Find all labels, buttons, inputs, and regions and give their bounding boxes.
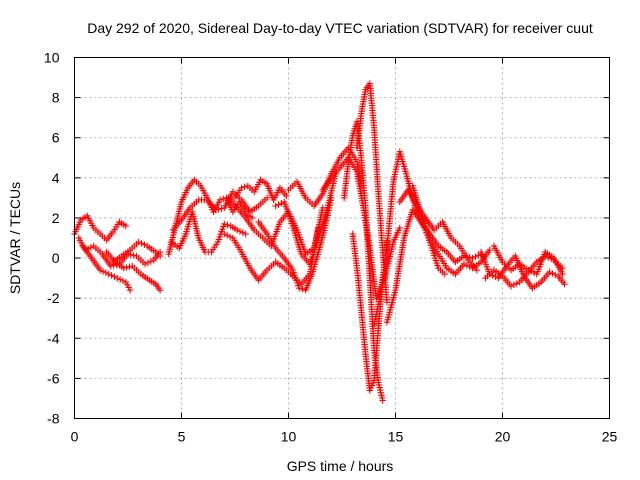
data-point xyxy=(396,224,403,232)
data-point xyxy=(561,280,568,288)
data-point-interp xyxy=(239,229,247,236)
x-tick-label: 10 xyxy=(281,429,297,445)
data-point-interp xyxy=(111,273,118,280)
data-point-interp xyxy=(472,253,479,260)
data-point xyxy=(233,226,241,234)
data-point-interp xyxy=(215,206,222,213)
axis-ticks: 0 5 10 15 20 25 -8 -6 -4 -2 0 2 4 6 8 10 xyxy=(44,50,618,445)
y-tick-label: 0 xyxy=(52,250,60,266)
data-point-interp xyxy=(527,268,535,275)
data-point-interp xyxy=(144,259,152,266)
y-tick-label: 6 xyxy=(52,130,60,146)
data-point-interp xyxy=(463,262,471,269)
grid xyxy=(74,57,610,419)
data-point-interp xyxy=(123,264,130,271)
y-tick-label: 8 xyxy=(52,90,60,106)
data-point-interp xyxy=(119,277,127,284)
data-point xyxy=(296,284,303,292)
data-point xyxy=(546,268,553,276)
data-point-interp xyxy=(549,270,556,277)
x-axis-label: GPS time / hours xyxy=(287,458,394,474)
data-point-interp xyxy=(492,273,499,280)
data-point xyxy=(221,220,228,228)
data-point xyxy=(156,252,164,260)
data-point xyxy=(507,282,515,290)
data-point-interp xyxy=(241,183,248,191)
data-point xyxy=(122,222,130,230)
data-point xyxy=(141,260,149,268)
data-point xyxy=(120,264,127,272)
data-point-interp xyxy=(552,271,559,278)
data-point xyxy=(96,266,104,274)
data-point-interp xyxy=(108,272,115,279)
y-tick-label: -8 xyxy=(47,411,60,427)
data-point xyxy=(114,274,121,282)
data-point xyxy=(216,196,224,204)
data-point xyxy=(283,192,290,200)
x-tick-label: 5 xyxy=(178,429,186,445)
data-point-interp xyxy=(513,280,520,287)
data-point-interp xyxy=(489,272,496,279)
data-point-interp xyxy=(126,263,133,270)
data-point-interp xyxy=(224,221,231,229)
data-point-interp xyxy=(218,205,225,212)
data-point xyxy=(238,184,245,192)
data-point xyxy=(272,202,279,210)
data-point xyxy=(221,230,228,238)
x-tick-label: 0 xyxy=(71,429,79,445)
data-point xyxy=(105,270,112,278)
data-point-interp xyxy=(130,252,137,259)
data-point xyxy=(460,260,468,268)
data-point xyxy=(559,270,566,278)
y-tick-label: -4 xyxy=(47,330,60,346)
data-point-interp xyxy=(299,285,306,293)
data-point-interp xyxy=(110,262,117,269)
data-point xyxy=(135,238,142,246)
data-point-interp xyxy=(116,276,124,283)
x-tick-label: 15 xyxy=(388,429,404,445)
data-point xyxy=(263,194,271,202)
data-points xyxy=(71,80,568,404)
data-point-interp xyxy=(278,200,285,207)
x-tick-label: 20 xyxy=(495,429,511,445)
data-point xyxy=(242,230,249,238)
data-point-interp xyxy=(141,241,148,248)
x-tick-label: 25 xyxy=(602,429,618,445)
data-point xyxy=(126,286,134,294)
data-point-interp xyxy=(147,258,155,265)
y-tick-label: 2 xyxy=(52,210,60,226)
data-point-interp xyxy=(127,251,135,258)
plot-frame xyxy=(74,57,610,419)
data-point xyxy=(212,206,219,214)
data-point xyxy=(156,286,164,294)
data-point xyxy=(486,246,493,254)
data-point-interp xyxy=(220,195,227,203)
data-point-interp xyxy=(510,281,518,288)
chart-title: Day 292 of 2020, Sidereal Day-to-day VTE… xyxy=(87,20,593,36)
y-tick-label: 10 xyxy=(44,50,60,66)
y-tick-label: -6 xyxy=(47,370,60,386)
data-point-interp xyxy=(102,269,110,276)
data-point xyxy=(379,397,386,404)
data-point xyxy=(441,270,448,278)
data-point-interp xyxy=(530,269,538,276)
y-tick-label: -2 xyxy=(47,290,60,306)
data-point-interp xyxy=(99,268,107,275)
data-point-interp xyxy=(138,240,145,247)
data-point-interp xyxy=(275,201,282,208)
data-point-interp xyxy=(236,228,244,235)
data-point-interp xyxy=(475,252,482,259)
data-point-interp xyxy=(226,233,234,240)
data-point-interp xyxy=(87,244,95,251)
data-point xyxy=(248,214,256,222)
y-axis-label: SDTVAR / TECUs xyxy=(7,182,23,294)
data-point xyxy=(107,262,115,270)
data-point xyxy=(524,266,532,274)
data-point-interp xyxy=(223,232,231,239)
y-tick-label: 4 xyxy=(52,170,60,186)
data-point xyxy=(469,254,476,262)
